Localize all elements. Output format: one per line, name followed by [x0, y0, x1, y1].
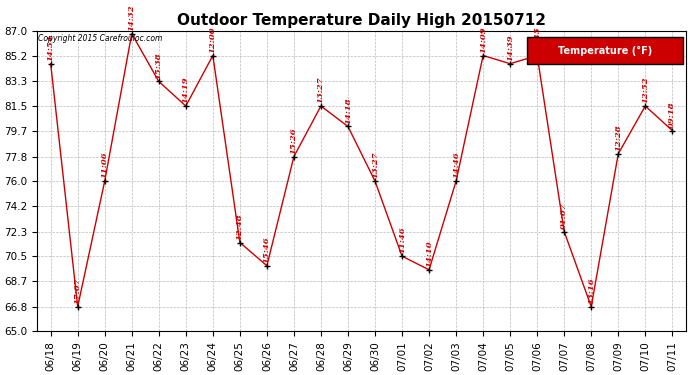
Text: 14:39: 14:39 — [506, 34, 514, 61]
Text: 12:52: 12:52 — [641, 76, 649, 103]
Text: 14:19: 14:19 — [181, 76, 190, 103]
Text: 14:10: 14:10 — [425, 240, 433, 267]
Text: 13:16: 13:16 — [587, 277, 595, 304]
Text: 13:27: 13:27 — [371, 152, 379, 178]
Text: 15:26: 15:26 — [290, 127, 298, 154]
Text: 14:32: 14:32 — [128, 4, 136, 31]
Text: 12:00: 12:00 — [209, 26, 217, 53]
Title: Outdoor Temperature Daily High 20150712: Outdoor Temperature Daily High 20150712 — [177, 13, 546, 28]
Text: 11:06: 11:06 — [101, 152, 109, 178]
Text: 12:48: 12:48 — [236, 213, 244, 240]
Text: 09:18: 09:18 — [669, 101, 676, 128]
Text: 14:09: 14:09 — [479, 26, 487, 53]
Text: 14:18: 14:18 — [344, 97, 352, 124]
Text: 12:28: 12:28 — [614, 124, 622, 151]
Text: 13:27: 13:27 — [317, 76, 325, 103]
Text: 14:54: 14:54 — [47, 34, 55, 61]
Text: 11:46: 11:46 — [398, 227, 406, 254]
Text: 17:07: 17:07 — [74, 277, 81, 304]
Text: 12:45: 12:45 — [533, 26, 541, 53]
Text: Copyright 2015 Carefrouloc.com: Copyright 2015 Carefrouloc.com — [39, 34, 163, 43]
Text: 15:46: 15:46 — [263, 236, 271, 263]
Text: 15:38: 15:38 — [155, 52, 163, 79]
Text: 01:07: 01:07 — [560, 202, 568, 229]
Text: 14:46: 14:46 — [452, 152, 460, 178]
